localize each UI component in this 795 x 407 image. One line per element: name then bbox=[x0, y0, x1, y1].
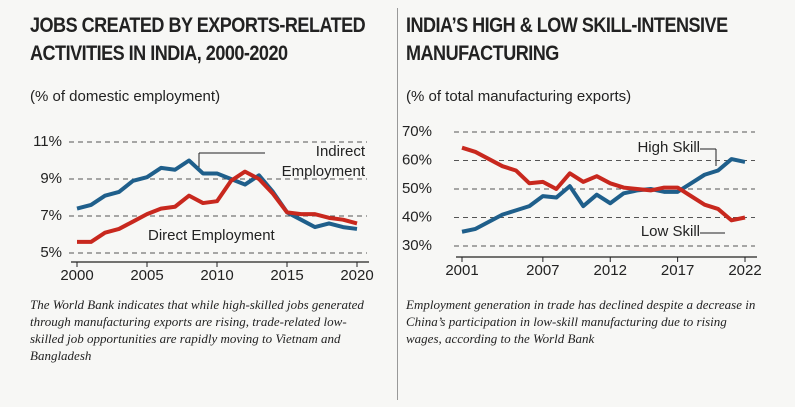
subtitle: (% of domestic employment) bbox=[30, 88, 221, 105]
chart-title: INDIA’S HIGH & LOW SKILL-INTENSIVE MANUFA… bbox=[406, 12, 728, 68]
x-tick-label: 2020 bbox=[340, 267, 373, 284]
series-label: Direct Employment bbox=[148, 227, 275, 244]
series-label-box: High Skill bbox=[637, 139, 700, 156]
y-tick-label: 70% bbox=[402, 123, 432, 140]
y-tick-label: 50% bbox=[402, 180, 432, 197]
panel: INDIA’S HIGH & LOW SKILL-INTENSIVE MANUFA… bbox=[400, 0, 792, 407]
y-tick-label: 7% bbox=[40, 207, 62, 224]
series-line bbox=[461, 145, 746, 223]
caption: Employment generation in trade has decli… bbox=[406, 297, 756, 346]
panel: JOBS CREATED BY EXPORTS-RELATED ACTIVITIE… bbox=[0, 0, 392, 407]
title-line: ACTIVITIES IN INDIA, 2000-2020 bbox=[30, 42, 288, 65]
x-tick-label: 2001 bbox=[445, 262, 478, 279]
series-label: Indirect Employment bbox=[281, 143, 365, 180]
series-line bbox=[76, 158, 358, 231]
y-tick-label: 11% bbox=[33, 133, 62, 150]
caption: The World Bank indicates that while high… bbox=[30, 297, 364, 363]
y-tick-label: 40% bbox=[402, 208, 432, 225]
x-tick-label: 2007 bbox=[526, 262, 559, 279]
y-tick-label: 60% bbox=[402, 151, 432, 168]
x-tick-label: 2005 bbox=[130, 267, 163, 284]
series-label-box: Direct Employment bbox=[148, 227, 275, 244]
x-tick-label: 2022 bbox=[728, 262, 761, 279]
subtitle: (% of total manufacturing exports) bbox=[406, 88, 632, 105]
x-tick-label: 2010 bbox=[200, 267, 233, 284]
y-tick-label: 30% bbox=[402, 237, 432, 254]
x-tick-label: 2012 bbox=[594, 262, 627, 279]
title-line: INDIA’S HIGH & LOW SKILL-INTENSIVE bbox=[406, 14, 728, 37]
x-tick-label: 2017 bbox=[661, 262, 694, 279]
series-label: Low Skill bbox=[640, 223, 700, 240]
series-line bbox=[461, 157, 746, 234]
series-label: High Skill bbox=[637, 139, 700, 156]
series-label-box: Indirect Employment bbox=[281, 143, 365, 180]
y-tick-label: 5% bbox=[40, 244, 62, 261]
x-tick-label: 2000 bbox=[60, 267, 93, 284]
y-tick-label: 9% bbox=[40, 170, 62, 187]
series-line bbox=[77, 169, 358, 244]
series-label-box: Low Skill bbox=[640, 223, 700, 240]
title-line: MANUFACTURING bbox=[406, 42, 559, 65]
x-tick-label: 2015 bbox=[270, 267, 303, 284]
title-line: JOBS CREATED BY EXPORTS-RELATED bbox=[30, 14, 366, 37]
chart-title: JOBS CREATED BY EXPORTS-RELATED ACTIVITIE… bbox=[30, 12, 366, 68]
divider bbox=[397, 8, 398, 400]
